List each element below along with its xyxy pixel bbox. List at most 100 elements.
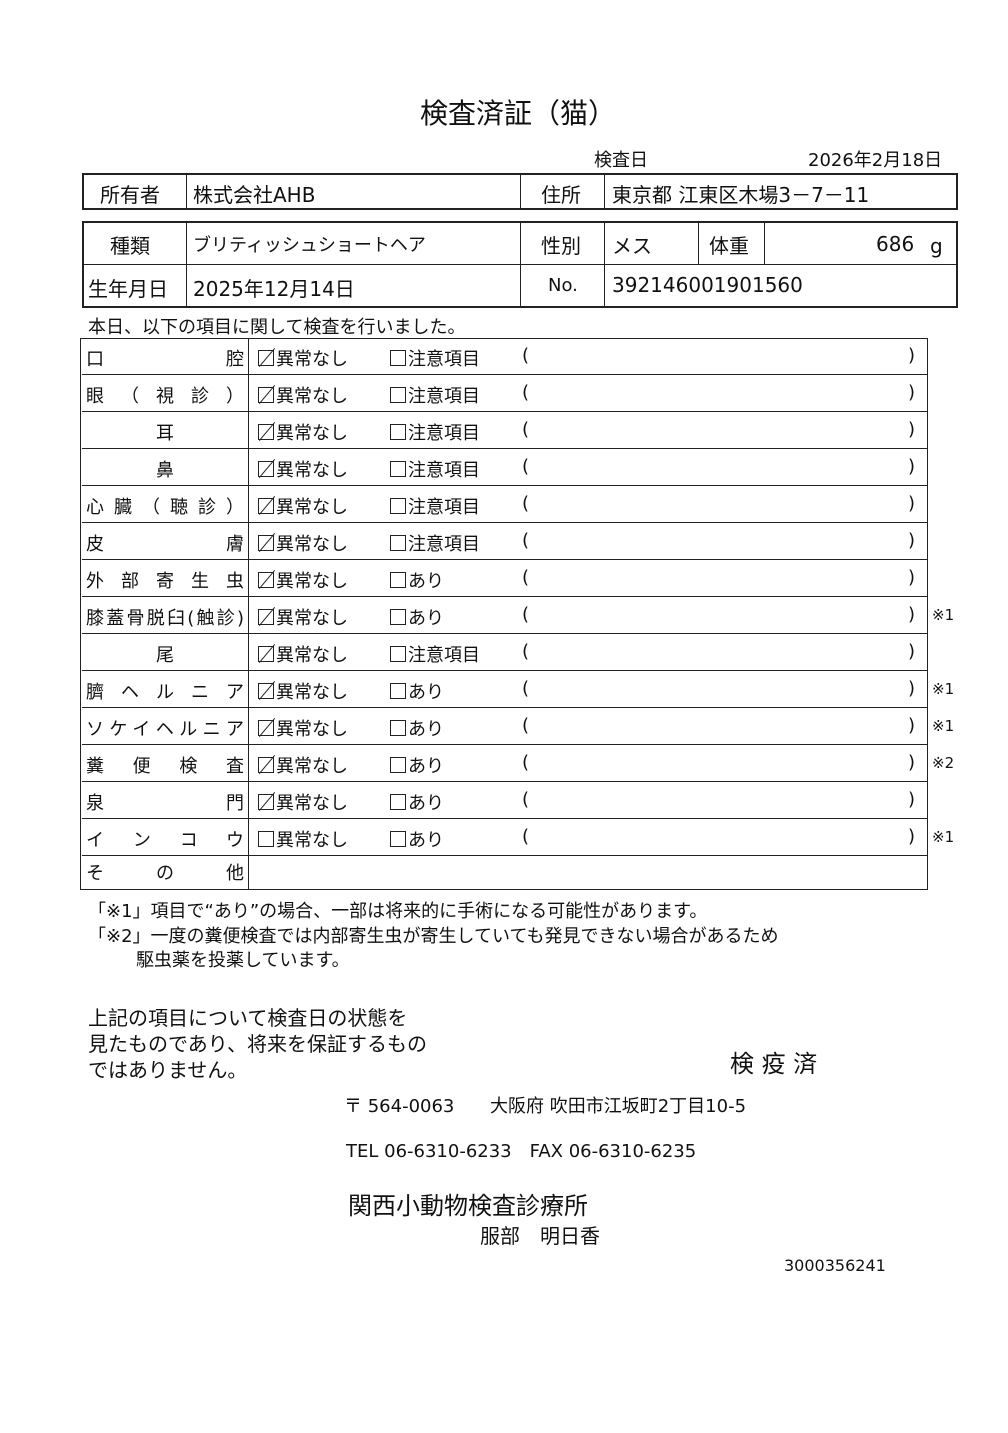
checkbox[interactable] [390, 498, 406, 514]
option-label: 異常なし [276, 719, 348, 740]
finding-option[interactable]: あり [390, 826, 444, 852]
checkbox[interactable] [390, 683, 406, 699]
finding-option[interactable]: あり [390, 604, 444, 630]
option-label: 異常なし [276, 386, 348, 407]
checkbox[interactable] [258, 350, 274, 366]
finding-option[interactable]: あり [390, 789, 444, 815]
checkbox[interactable] [390, 831, 406, 847]
finding-option[interactable]: 注意項目 [390, 456, 480, 482]
checklist-row: 膝蓋骨脱臼(触診) 異常なし あり ( ) [82, 597, 928, 634]
checkbox[interactable] [258, 720, 274, 736]
divider [764, 221, 765, 264]
checkbox[interactable] [390, 757, 406, 773]
item-note: ※1 [932, 680, 955, 698]
option-label: 異常なし [276, 460, 348, 481]
item-note: ※1 [932, 828, 955, 846]
checkbox[interactable] [390, 794, 406, 810]
checkbox[interactable] [258, 757, 274, 773]
checkbox[interactable] [390, 350, 406, 366]
finding-option[interactable]: 注意項目 [390, 345, 480, 371]
paren-close: ) [908, 456, 916, 477]
checkbox[interactable] [258, 498, 274, 514]
option-label: 注意項目 [408, 534, 480, 555]
finding-option[interactable]: 注意項目 [390, 382, 480, 408]
no-abnormality-option[interactable]: 異常なし [258, 752, 348, 778]
checkbox[interactable] [258, 683, 274, 699]
no-abnormality-option[interactable]: 異常なし [258, 567, 348, 593]
paren-open: ( [522, 678, 530, 699]
no-abnormality-option[interactable]: 異常なし [258, 419, 348, 445]
checkbox[interactable] [258, 535, 274, 551]
checkbox[interactable] [258, 572, 274, 588]
option-label: 異常なし [276, 793, 348, 814]
divider [604, 173, 605, 210]
option-label: 注意項目 [408, 460, 480, 481]
checkbox[interactable] [390, 387, 406, 403]
no-abnormality-option[interactable]: 異常なし [258, 826, 348, 852]
checkbox[interactable] [258, 831, 274, 847]
finding-option[interactable]: 注意項目 [390, 419, 480, 445]
no-abnormality-option[interactable]: 異常なし [258, 493, 348, 519]
item-label: 尾 [156, 645, 174, 666]
checkbox[interactable] [258, 794, 274, 810]
no-abnormality-option[interactable]: 異常なし [258, 345, 348, 371]
checkbox[interactable] [258, 387, 274, 403]
checklist-row: 皮膚 異常なし 注意項目 ( ) [82, 523, 928, 560]
document-title: 検査済証（猫） [420, 97, 617, 130]
disclaimer-line-3: ではありません。 [88, 1058, 248, 1082]
no-abnormality-option[interactable]: 異常なし [258, 530, 348, 556]
checkbox[interactable] [390, 646, 406, 662]
item-note: ※1 [932, 717, 955, 735]
item-note: ※1 [932, 606, 955, 624]
option-label: 注意項目 [408, 423, 480, 444]
checklist-row: 心臓（聴診） 異常なし 注意項目 ( ) [82, 486, 928, 523]
finding-option[interactable]: 注意項目 [390, 493, 480, 519]
checklist-row: 眼（視診） 異常なし 注意項目 ( ) [82, 375, 928, 412]
paren-open: ( [522, 789, 530, 810]
checkbox[interactable] [390, 572, 406, 588]
paren-open: ( [522, 493, 530, 514]
checkbox[interactable] [390, 535, 406, 551]
finding-option[interactable]: あり [390, 752, 444, 778]
checkbox[interactable] [258, 646, 274, 662]
option-label: 異常なし [276, 608, 348, 629]
finding-option[interactable]: あり [390, 678, 444, 704]
checkbox[interactable] [258, 461, 274, 477]
no-abnormality-option[interactable]: 異常なし [258, 789, 348, 815]
item-label: 眼（視診） [86, 386, 244, 407]
no-abnormality-option[interactable]: 異常なし [258, 382, 348, 408]
checkbox[interactable] [258, 424, 274, 440]
no-abnormality-option[interactable]: 異常なし [258, 715, 348, 741]
option-label: 異常なし [276, 497, 348, 518]
paren-close: ) [908, 345, 916, 366]
option-label: あり [408, 682, 444, 703]
finding-option[interactable]: あり [390, 567, 444, 593]
checkbox[interactable] [390, 720, 406, 736]
paren-open: ( [522, 641, 530, 662]
inspection-date-label: 検査日 [594, 150, 648, 171]
checkbox[interactable] [390, 609, 406, 625]
serial-number: 3000356241 [784, 1256, 886, 1275]
checkbox[interactable] [390, 424, 406, 440]
divider [604, 221, 605, 308]
checkbox[interactable] [390, 461, 406, 477]
option-label: あり [408, 571, 444, 592]
breed-label: 種類 [110, 234, 150, 258]
finding-option[interactable]: 注意項目 [390, 641, 480, 667]
paren-close: ) [908, 493, 916, 514]
paren-open: ( [522, 604, 530, 625]
option-label: 異常なし [276, 571, 348, 592]
finding-option[interactable]: あり [390, 715, 444, 741]
paren-close: ) [908, 826, 916, 847]
no-abnormality-option[interactable]: 異常なし [258, 641, 348, 667]
option-label: あり [408, 608, 444, 629]
checkbox[interactable] [258, 609, 274, 625]
paren-open: ( [522, 419, 530, 440]
no-abnormality-option[interactable]: 異常なし [258, 456, 348, 482]
paren-close: ) [908, 641, 916, 662]
no-abnormality-option[interactable]: 異常なし [258, 604, 348, 630]
finding-option[interactable]: 注意項目 [390, 530, 480, 556]
option-label: あり [408, 793, 444, 814]
paren-close: ) [908, 752, 916, 773]
no-abnormality-option[interactable]: 異常なし [258, 678, 348, 704]
